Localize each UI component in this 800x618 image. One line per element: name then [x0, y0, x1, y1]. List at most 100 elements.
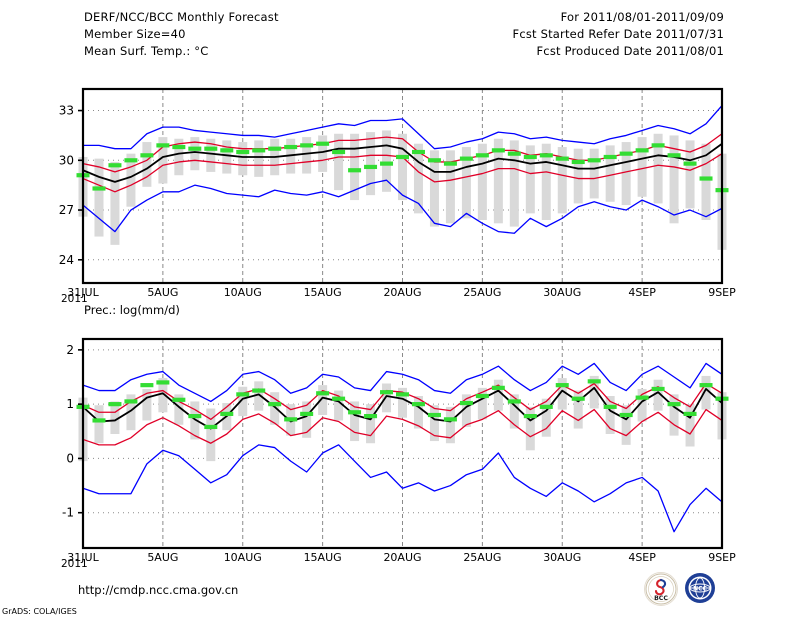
plot-frame: [81, 337, 724, 550]
spread-bar: [685, 404, 695, 447]
spread-bar: [94, 158, 104, 237]
x-tick-label: 25AUG: [463, 286, 501, 299]
spread-bar: [445, 406, 455, 444]
spread-bar: [461, 147, 471, 219]
grads-credit: GrADS: COLA/IGES: [2, 607, 77, 616]
x-tick-label: 15AUG: [304, 286, 342, 299]
spread-bar: [190, 401, 200, 440]
spread-bar: [302, 137, 312, 174]
y-tick-label: 33: [59, 104, 74, 118]
spread-bar: [238, 142, 248, 176]
spread-bar: [334, 390, 344, 421]
spread-bar: [477, 143, 487, 220]
x-tick-label: 30AUG: [543, 286, 581, 299]
website-url[interactable]: http://cmdp.ncc.cma.gov.cn: [78, 583, 239, 597]
spread-bar: [206, 138, 216, 172]
spread-bar: [413, 143, 423, 214]
y-tick-label: 24: [59, 253, 74, 267]
x-tick-label: 10AUG: [224, 551, 262, 564]
spread-bar: [509, 140, 519, 227]
x-tick-label: 31JUL: [67, 551, 99, 564]
spread-bar: [605, 396, 615, 434]
spread-bar: [429, 150, 439, 227]
spread-bar: [509, 394, 519, 429]
produced-date-label: Fcst Produced Date 2011/08/01: [536, 44, 724, 58]
spread-bar: [110, 401, 120, 434]
spread-bar: [573, 148, 583, 204]
spread-bar: [382, 130, 392, 192]
spread-bar: [142, 142, 152, 187]
spread-bar: [318, 385, 328, 415]
x-tick-label: 31JUL: [67, 286, 99, 299]
series-ensemble-min: [82, 179, 723, 234]
spread-bar: [557, 378, 567, 410]
spread-bar: [158, 378, 168, 413]
y-tick-label: 2: [66, 343, 74, 357]
x-tick-label: 9SEP: [708, 286, 736, 299]
spread-bar: [334, 133, 344, 191]
spread-bar: [589, 148, 599, 199]
y-tick-label: 27: [59, 203, 74, 217]
x-axis-year-top: 2011: [61, 293, 88, 305]
page-title: DERF/NCC/BCC Monthly Forecast: [84, 10, 279, 24]
spread-bar: [541, 398, 551, 437]
spread-bar: [493, 379, 503, 411]
series-ensemble-min: [82, 444, 723, 533]
spread-bar: [605, 145, 615, 202]
spread-bar: [429, 405, 439, 442]
spread-bar: [126, 153, 136, 207]
spread-bar: [302, 401, 312, 438]
spread-bar: [493, 138, 503, 224]
spread-bar: [653, 379, 663, 411]
spread-bar: [525, 406, 535, 451]
spread-bar: [621, 405, 631, 445]
forecast-range-label: For 2011/08/01-2011/09/09: [560, 10, 724, 24]
svg-text:BCC: BCC: [654, 595, 668, 602]
spread-bar: [398, 387, 407, 418]
spread-bar: [350, 133, 360, 201]
spread-bar: [541, 143, 551, 220]
spread-bar: [190, 137, 200, 171]
spread-bar: [158, 137, 168, 184]
spread-bar: [174, 138, 184, 176]
series-lower-quartile: [82, 408, 723, 446]
y-tick-label: 0: [66, 451, 74, 465]
y-tick-label: 30: [59, 153, 74, 167]
spread-bar: [142, 388, 152, 421]
spread-bar: [366, 132, 376, 196]
spread-bar: [653, 133, 663, 204]
x-tick-label: 20AUG: [383, 551, 421, 564]
spread-bar: [174, 394, 184, 425]
member-size-label: Member Size=40: [84, 27, 186, 41]
spread-bar: [669, 394, 679, 436]
spread-bar: [254, 140, 264, 177]
spread-bar: [589, 375, 599, 409]
spread-bar: [398, 133, 407, 201]
spread-bar: [445, 150, 455, 224]
x-tick-label: 5AUG: [147, 286, 178, 299]
spread-bar: [637, 137, 647, 197]
x-tick-label: 15AUG: [304, 551, 342, 564]
x-tick-label: 9SEP: [708, 551, 736, 564]
x-tick-label: 20AUG: [383, 286, 421, 299]
spread-bar: [94, 405, 104, 444]
spread-bar: [637, 388, 647, 422]
spread-bar: [525, 145, 535, 214]
spread-bar: [206, 408, 216, 462]
spread-bar: [573, 390, 583, 429]
spread-bar: [222, 140, 232, 174]
x-tick-label: 30AUG: [543, 551, 581, 564]
spread-bar: [669, 135, 679, 224]
spread-bar: [413, 396, 423, 429]
x-axis-year-bottom: 2011: [61, 558, 88, 570]
precipitation-group: -1 0 1 2 31JUL 5AUG 10AUG 15AUG 20AUG 25AUG 30AUG 4…: [62, 337, 736, 564]
x-tick-label: 4SEP: [628, 286, 656, 299]
series-ensemble-max: [82, 362, 723, 403]
spread-bar: [366, 404, 376, 444]
x-tick-label: 25AUG: [463, 551, 501, 564]
bcc-logo: BCC: [644, 572, 678, 606]
y-tick-label: -1: [62, 506, 74, 520]
spread-bar: [461, 394, 471, 427]
